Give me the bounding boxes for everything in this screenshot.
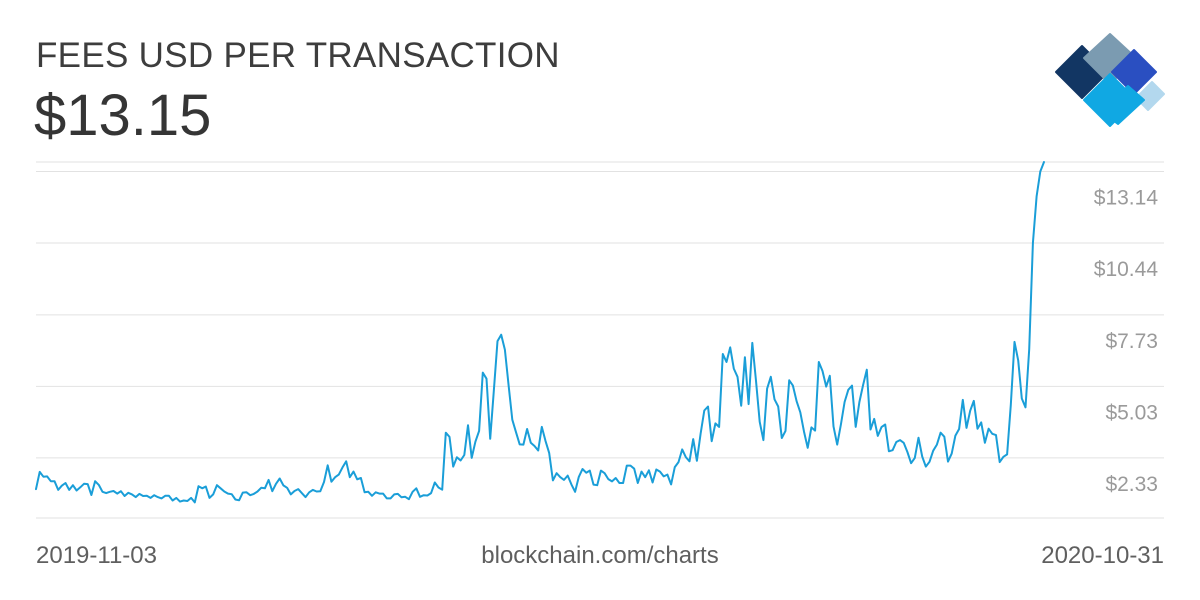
current-value: $13.15 bbox=[34, 83, 212, 148]
blockchain-logo-icon bbox=[1055, 33, 1165, 127]
y-tick-label: $5.03 bbox=[1105, 401, 1158, 424]
x-axis-start-date: 2019-11-03 bbox=[36, 542, 157, 569]
x-axis-end-date: 2020-10-31 bbox=[1041, 542, 1164, 569]
y-tick-label: $13.14 bbox=[1094, 187, 1159, 210]
chart-title: FEES USD PER TRANSACTION bbox=[36, 36, 560, 75]
y-tick-label: $10.44 bbox=[1094, 258, 1159, 281]
series-line bbox=[35, 161, 1045, 504]
y-tick-label: $7.73 bbox=[1105, 330, 1158, 353]
y-tick-label: $2.33 bbox=[1105, 473, 1158, 496]
source-link[interactable]: blockchain.com/charts bbox=[481, 542, 719, 569]
